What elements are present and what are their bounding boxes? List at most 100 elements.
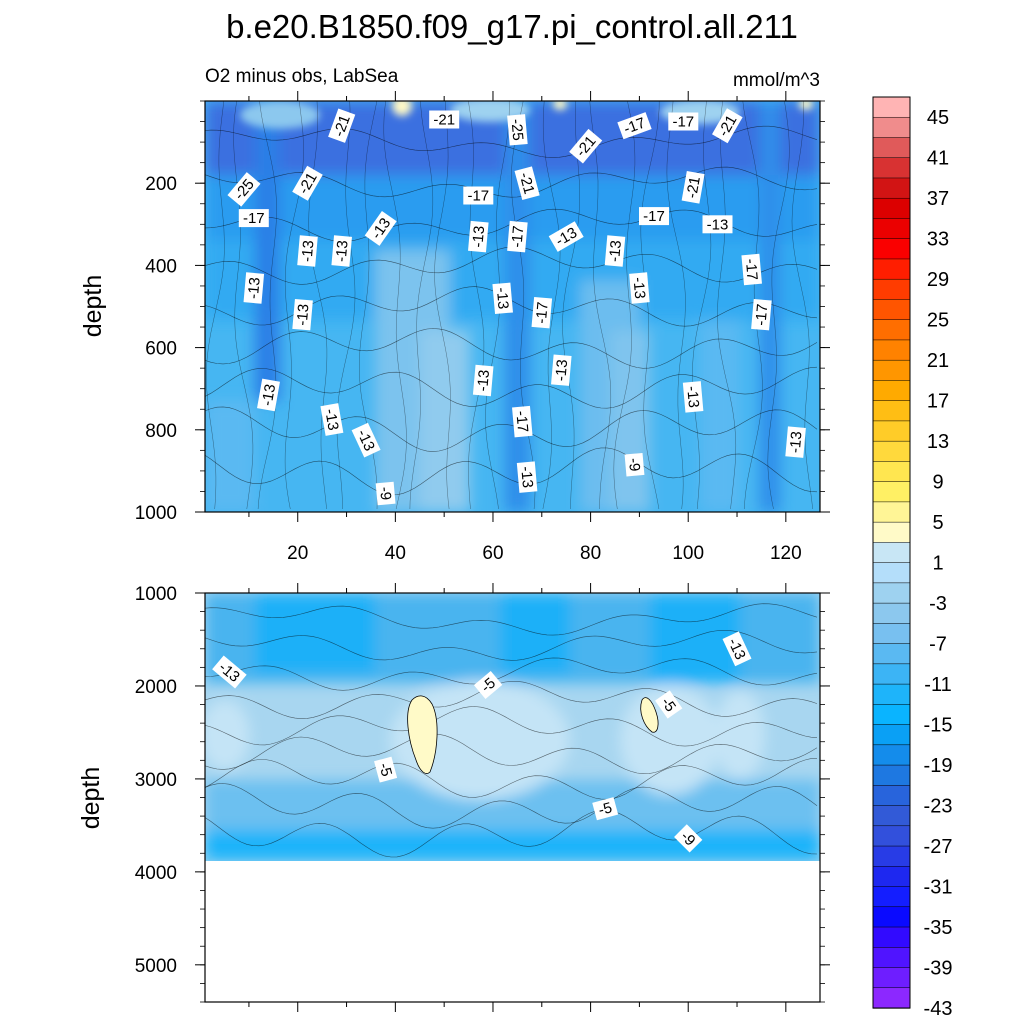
colorbar-swatch — [872, 623, 911, 645]
contour-label-bg — [364, 210, 397, 246]
lower-positive-blob-2 — [640, 697, 659, 733]
contour-line — [205, 733, 818, 775]
colorbar-label: -15 — [924, 715, 953, 737]
contour-label-bg — [629, 272, 650, 304]
contour-label-text: -21 — [330, 113, 353, 139]
contour-label-text: -13 — [787, 431, 806, 454]
contour-label: -25 — [507, 114, 528, 146]
x-tick-label: 60 — [482, 543, 503, 564]
colorbar-label: 33 — [927, 229, 949, 251]
contour-label: -5 — [374, 756, 398, 783]
contour-line — [284, 101, 304, 510]
colorbar-swatch — [872, 339, 911, 361]
contour-label: -21 — [712, 108, 743, 144]
contour-label-bg — [463, 186, 494, 205]
contour-line — [205, 630, 818, 661]
colorbar-swatch — [872, 744, 911, 766]
contour-label: -13 — [629, 272, 650, 304]
contour-line — [589, 101, 612, 509]
contour-label: -9 — [624, 452, 645, 477]
colorbar-swatch — [872, 319, 911, 341]
contour-label-bg — [569, 128, 603, 164]
contour-label-bg — [257, 378, 280, 412]
lower-panel-contours — [205, 603, 818, 858]
colorbar-label: -19 — [924, 755, 953, 777]
colorbar-swatch — [872, 785, 911, 807]
contour-label: -13 — [492, 282, 513, 315]
chart-title: b.e20.B1850.f09_g17.pi_control.all.211 — [226, 8, 798, 45]
contour-label-bg — [548, 221, 584, 252]
contour-label-bg — [617, 112, 652, 140]
colorbar-swatch — [872, 137, 911, 159]
colorbar-swatch — [872, 805, 911, 827]
contour-line — [205, 125, 818, 158]
colorbar-label: -11 — [924, 674, 951, 696]
x-tick-label: 20 — [287, 543, 308, 564]
contour-label-text: -5 — [597, 799, 614, 819]
contour-label-text: -17 — [512, 410, 531, 433]
colorbar: 45 41 37 33 29 25 21 17 13 9 5 1 -3 -7 -11 -15 -19 -23 -27… — [872, 96, 953, 1020]
contour-label: -17 — [617, 112, 652, 140]
contour-label: -21 — [681, 170, 705, 204]
colorbar-swatch — [872, 562, 911, 584]
contour-line — [205, 706, 818, 747]
contour-label: -17 — [507, 220, 528, 253]
colorbar-swatch — [872, 359, 911, 382]
contour-line — [717, 101, 737, 510]
colorbar-frame — [872, 96, 911, 1009]
contour-label-text: -5 — [375, 761, 395, 778]
contour-line — [434, 101, 451, 510]
contour-label-text: -17 — [243, 210, 265, 227]
contour-line — [205, 657, 818, 691]
contour-line — [205, 447, 818, 496]
contour-line — [205, 603, 818, 636]
contour-label-bg — [238, 209, 269, 228]
contour-label: -17 — [531, 296, 553, 329]
colorbar-swatch — [872, 299, 911, 321]
contour-label-bg — [429, 110, 460, 129]
contour-label-bg — [328, 108, 356, 143]
contour-label-text: -9 — [625, 457, 643, 472]
contour-line — [205, 758, 818, 800]
contour-label-bg — [681, 170, 705, 204]
contour-label-text: -17 — [672, 114, 694, 131]
contour-label-text: -13 — [517, 466, 536, 489]
contour-line — [383, 101, 407, 510]
contour-label-text: -13 — [245, 277, 264, 300]
colorbar-swatch — [872, 197, 911, 220]
colorbar-label: 37 — [927, 188, 949, 210]
contour-label-bg — [668, 112, 699, 131]
contour-label-bg — [507, 114, 528, 146]
contour-label-bg — [473, 671, 503, 699]
contour-label-text: -13 — [321, 407, 342, 431]
x-tick-label: 80 — [580, 543, 601, 564]
contour-label-bg — [592, 797, 619, 821]
contour-label-bg — [243, 272, 265, 304]
colorbar-swatch — [872, 987, 911, 1009]
upper-contour-labels: -21-21 -25 -17 -17 -21-21-25 -21 -21-17 -21-17-… — [227, 108, 806, 506]
contour-label: -5 — [655, 690, 683, 719]
contour-line — [640, 101, 660, 510]
contour-label: -13 — [320, 403, 344, 436]
contour-label-bg — [351, 422, 381, 458]
x-tick-label: 100 — [672, 543, 704, 564]
colorbar-swatch — [872, 582, 911, 604]
contour-label: -17 — [741, 253, 762, 286]
contour-label-text: -13 — [493, 287, 512, 310]
contour-line — [511, 101, 536, 510]
contour-label-text: -13 — [683, 385, 702, 408]
contour-label: -17 — [238, 209, 269, 228]
contour-label: -13 — [516, 461, 538, 493]
contour-label-text: -17 — [752, 303, 771, 326]
contour-label-text: -13 — [294, 303, 313, 326]
colorbar-swatch — [872, 704, 911, 726]
colorbar-swatch — [872, 218, 911, 240]
contour-label-bg — [741, 253, 762, 286]
contour-label: -13 — [468, 220, 489, 253]
y-tick-label: 800 — [145, 421, 177, 442]
colorbar-label: -27 — [924, 836, 953, 858]
colorbar-swatch — [872, 926, 911, 948]
contour-label-bg — [331, 235, 352, 267]
contour-label-text: -21 — [516, 171, 538, 196]
contour-label-bg — [674, 824, 703, 853]
